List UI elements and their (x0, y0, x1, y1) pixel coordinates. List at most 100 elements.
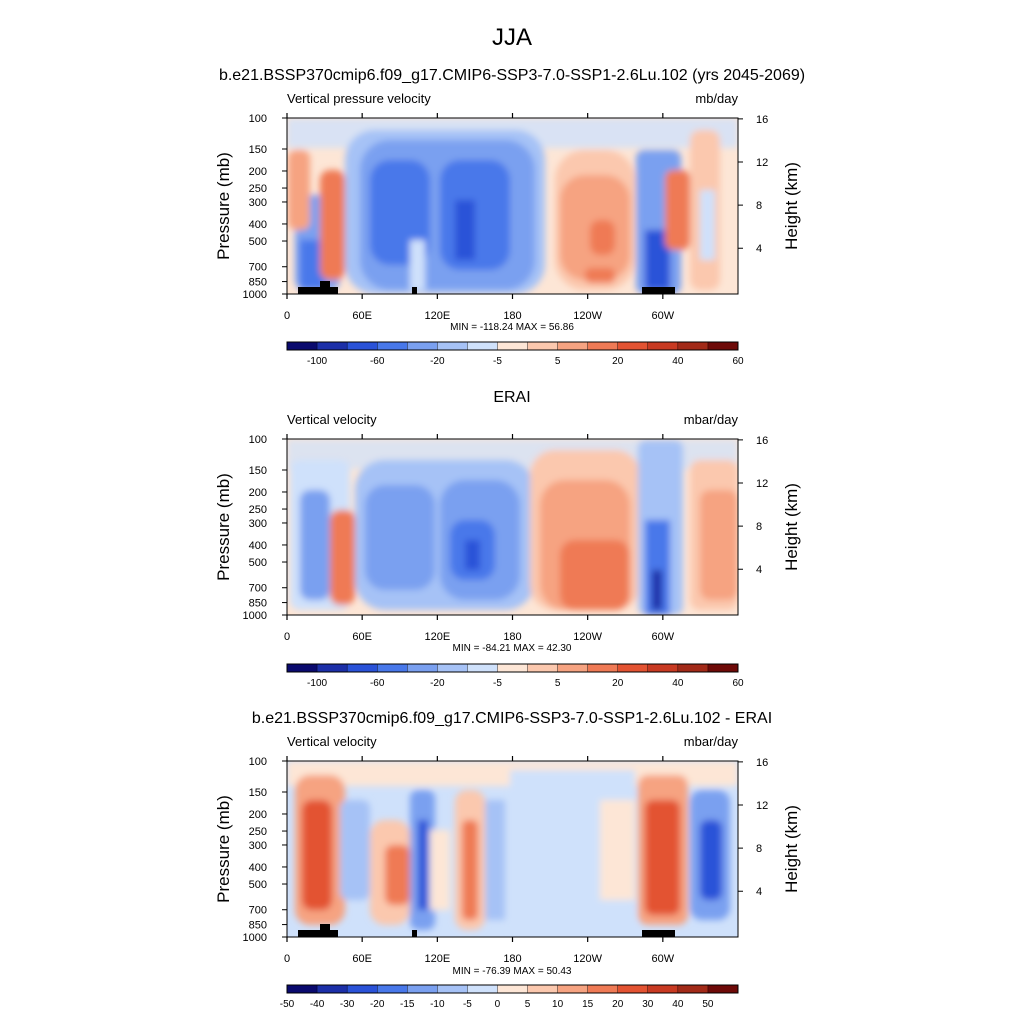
colorbar-swatch (467, 663, 498, 673)
y-tick-label: 200 (249, 487, 267, 499)
colorbar-swatch (316, 341, 348, 351)
colorbar-swatch (557, 984, 589, 994)
colorbar-swatch (617, 984, 649, 994)
x-tick-label: 120E (424, 310, 450, 322)
y-tick-label: 400 (249, 219, 267, 231)
colorbar-label: 40 (672, 356, 684, 367)
colorbar-label: -15 (400, 999, 415, 1010)
y-tick-label: 200 (249, 166, 267, 178)
y-tick-label: 300 (249, 197, 267, 209)
heatmap-field (287, 439, 738, 615)
y-tick-label: 200 (249, 809, 267, 821)
colorbar-label: -100 (307, 678, 327, 689)
colorbar-swatch (557, 663, 589, 673)
y-tick-label-right: 8 (756, 200, 762, 212)
stats-label: MIN = -76.39 MAX = 50.43 (453, 966, 572, 977)
colorbar-swatch (377, 341, 408, 351)
colorbar-label: -5 (463, 999, 472, 1010)
y-tick-label: 300 (249, 518, 267, 530)
stats-label: MIN = -118.24 MAX = 56.86 (450, 322, 574, 333)
y-axis-label-right: Height (km) (782, 162, 801, 250)
colorbar-label: -20 (430, 356, 445, 367)
colorbar-label: -30 (340, 999, 355, 1010)
panel-left-label: Vertical velocity (287, 734, 377, 749)
colorbar-label: -100 (307, 356, 327, 367)
panel-units: mbar/day (684, 412, 739, 427)
colorbar-label: -50 (280, 999, 295, 1010)
y-tick-label: 150 (249, 465, 267, 477)
y-tick-label: 850 (249, 598, 267, 610)
y-axis-label: Pressure (mb) (214, 152, 233, 260)
x-tick-label: 60W (652, 953, 675, 965)
y-tick-label: 400 (249, 540, 267, 552)
land-mask (298, 287, 338, 294)
land-mask (412, 287, 417, 294)
colorbar-swatch (346, 984, 378, 994)
colorbar-swatch (286, 984, 318, 994)
y-tick-label: 300 (249, 840, 267, 852)
y-tick-label: 150 (249, 144, 267, 156)
colorbar-label: -10 (430, 999, 445, 1010)
season-title: JJA (492, 24, 532, 51)
case-title: b.e21.BSSP370cmip6.f09_g17.CMIP6-SSP3-7.… (219, 67, 805, 84)
y-tick-label: 1000 (243, 610, 267, 622)
y-tick-label-right: 8 (756, 521, 762, 533)
colorbar-swatch (617, 663, 649, 673)
colorbar-swatch (587, 984, 619, 994)
colorbar-swatch (437, 984, 468, 994)
colorbar-label: 20 (612, 356, 624, 367)
colorbar-label: -20 (430, 678, 445, 689)
colorbar-label: 20 (612, 678, 624, 689)
panel-erai: ERAI Vertical velocity mbar/day (214, 389, 801, 689)
panel-units: mb/day (695, 91, 738, 106)
y-tick-label: 400 (249, 862, 267, 874)
land-mask (642, 930, 675, 937)
y-tick-label: 250 (249, 826, 267, 838)
colorbar-swatch (647, 663, 679, 673)
x-tick-label: 0 (284, 631, 290, 643)
panel-model: Vertical pressure velocity mb/day (214, 91, 801, 367)
x-tick-label: 180 (503, 631, 521, 643)
colorbar-swatch (647, 341, 679, 351)
y-tick-label: 100 (249, 434, 267, 446)
y-tick-label-right: 16 (756, 114, 768, 126)
colorbar-swatch (316, 663, 348, 673)
colorbar-label: 15 (582, 999, 594, 1010)
colorbar-swatch (557, 341, 589, 351)
colorbar-swatch (377, 984, 408, 994)
land-mask (412, 930, 417, 937)
colorbar-label: 5 (555, 678, 561, 689)
x-tick-label: 60E (352, 631, 372, 643)
y-tick-label: 1000 (243, 932, 267, 944)
colorbar-swatch (677, 663, 709, 673)
x-tick-label: 180 (503, 310, 521, 322)
panel-left-label: Vertical pressure velocity (287, 91, 431, 106)
land-mask (298, 930, 338, 937)
colorbar-swatch (497, 984, 529, 994)
x-tick-label: 60W (652, 631, 675, 643)
colorbar-swatch (316, 984, 348, 994)
y-tick-label: 850 (249, 920, 267, 932)
y-tick-label: 1000 (243, 289, 267, 301)
land-mask (320, 281, 330, 287)
heatmap-field (287, 761, 738, 937)
y-tick-label: 500 (249, 879, 267, 891)
y-tick-label: 850 (249, 277, 267, 289)
x-tick-label: 180 (503, 953, 521, 965)
colorbar-frame (286, 984, 739, 994)
colorbar-swatch (527, 341, 559, 351)
colorbar-swatch (587, 341, 619, 351)
x-tick-label: 120W (573, 631, 602, 643)
panel-title: b.e21.BSSP370cmip6.f09_g17.CMIP6-SSP3-7.… (252, 710, 772, 727)
x-tick-label: 120W (573, 310, 602, 322)
y-tick-label: 100 (249, 113, 267, 125)
x-tick-label: 120E (424, 953, 450, 965)
y-tick-label: 150 (249, 787, 267, 799)
colorbar-swatch (527, 984, 559, 994)
colorbar-label: -20 (370, 999, 385, 1010)
colorbar-label: 60 (732, 678, 744, 689)
colorbar-label: -60 (370, 356, 385, 367)
colorbar-swatch (286, 341, 318, 351)
colorbar-swatch (527, 663, 559, 673)
